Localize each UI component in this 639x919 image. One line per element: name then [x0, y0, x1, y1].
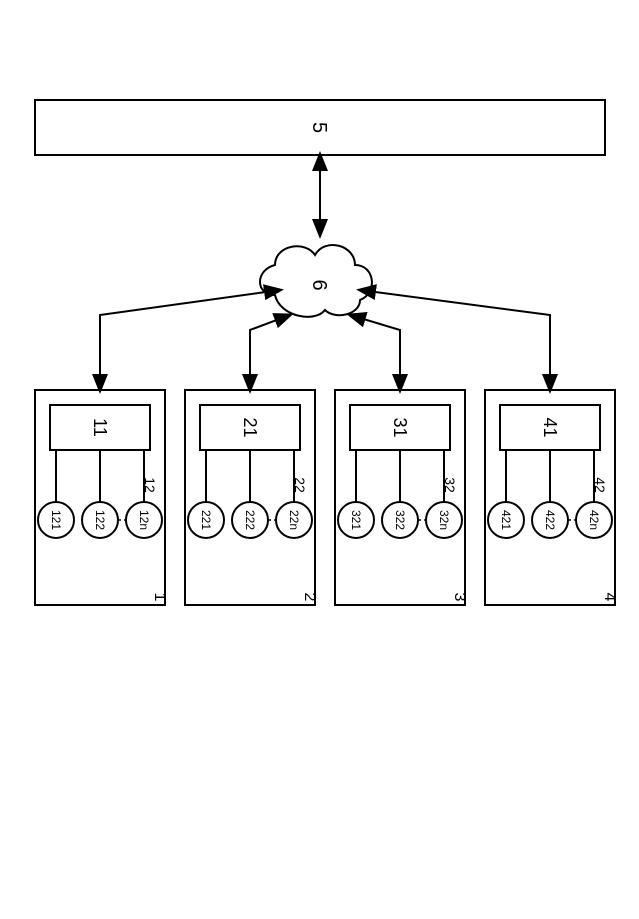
circle-label-32n: 32n [437, 510, 451, 530]
group-label-4: 42 [592, 477, 608, 493]
inner-box-label-2: 21 [240, 417, 260, 437]
unit-corner-label-3: 3 [451, 593, 468, 602]
circle-label-322: 322 [393, 510, 407, 530]
circle-label-221: 221 [199, 510, 213, 530]
circle-label-122: 122 [93, 510, 107, 530]
inner-box-label-4: 41 [540, 417, 560, 437]
circle-label-321: 321 [349, 510, 363, 530]
arrow-cloud-unit-3 [350, 315, 400, 390]
circle-label-421: 421 [499, 510, 513, 530]
group-label-2: 22 [292, 477, 308, 493]
circle-label-22n: 22n [287, 510, 301, 530]
inner-box-label-3: 31 [390, 417, 410, 437]
circle-label-222: 222 [243, 510, 257, 530]
group-label-3: 32 [442, 477, 458, 493]
circle-label-121: 121 [49, 510, 63, 530]
group-label-1: 12 [142, 477, 158, 493]
circle-label-42n: 42n [587, 510, 601, 530]
unit-corner-label-4: 4 [601, 593, 618, 602]
unit-corner-label-2: 2 [301, 593, 318, 602]
unit-corner-label-1: 1 [151, 593, 168, 602]
architecture-diagram: 5611112112212n1222122122222n223313213223… [0, 0, 639, 919]
circle-label-422: 422 [543, 510, 557, 530]
arrow-cloud-unit-4 [360, 290, 550, 390]
arrow-cloud-unit-2 [250, 315, 290, 390]
inner-box-label-1: 11 [90, 418, 110, 437]
arrow-cloud-unit-1 [100, 290, 280, 390]
circle-label-12n: 12n [137, 510, 151, 530]
cloud-label: 6 [308, 279, 330, 290]
top-box-label: 5 [308, 122, 330, 133]
